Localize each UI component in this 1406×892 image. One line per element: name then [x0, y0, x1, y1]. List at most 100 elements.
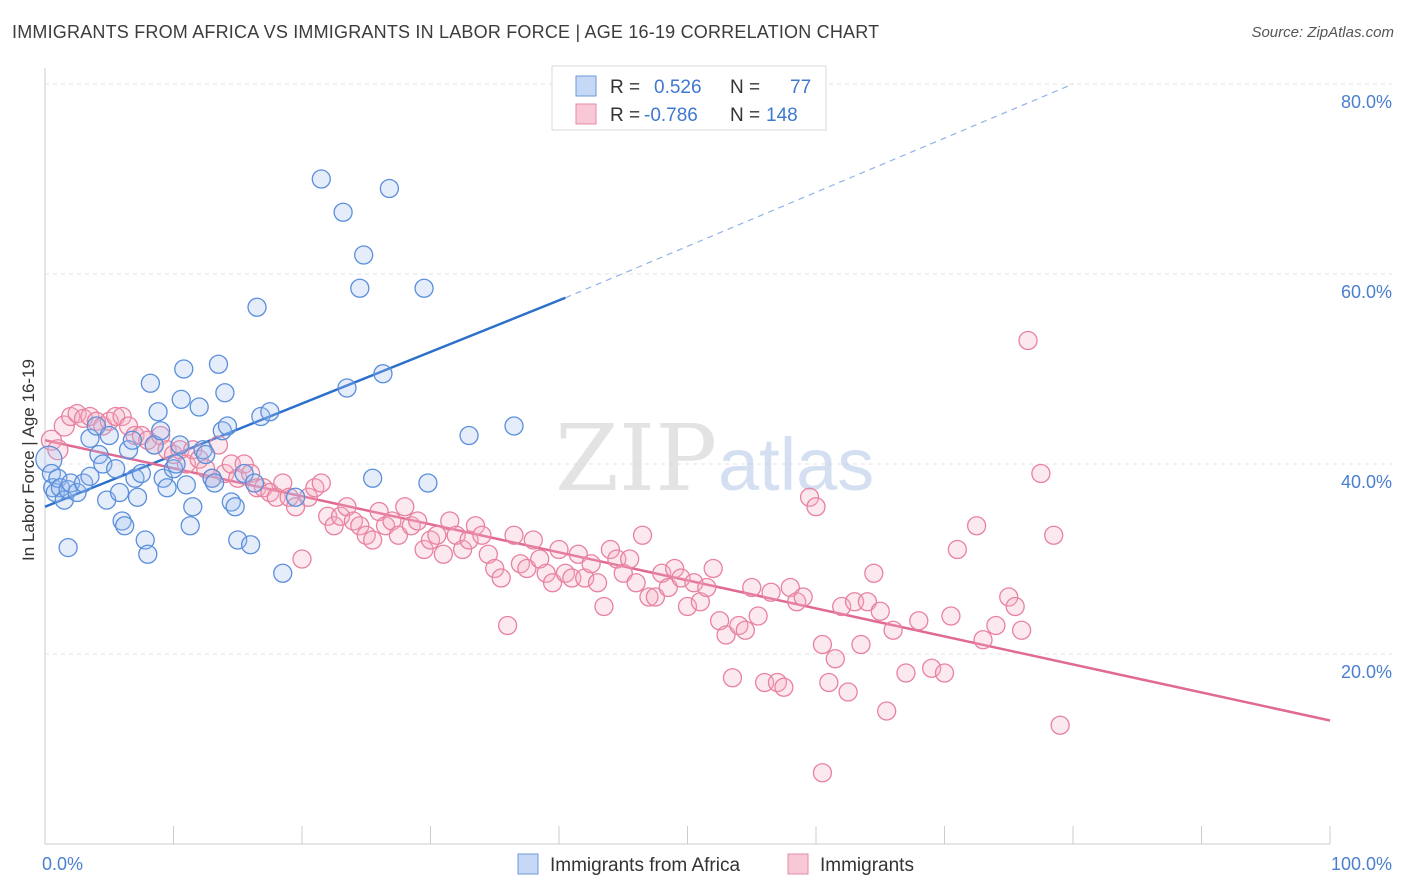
point-immigrants — [793, 587, 813, 607]
axes — [44, 68, 1331, 845]
point-africa — [251, 406, 271, 427]
point-africa — [174, 359, 194, 379]
point-africa — [354, 245, 374, 265]
legend-swatch-pink — [575, 103, 597, 125]
point-immigrants — [324, 516, 344, 536]
point-immigrants — [690, 592, 710, 612]
legend-bottom-swatch-pink — [787, 853, 809, 875]
x-tick-label-100: 100.0% — [1331, 854, 1392, 874]
tick-labels: 0.0% 100.0% 20.0% 40.0% 60.0% 80.0% — [42, 92, 1392, 874]
point-immigrants — [986, 615, 1006, 636]
point-immigrants — [388, 525, 409, 545]
point-africa — [58, 537, 78, 558]
point-immigrants — [106, 406, 126, 427]
point-africa — [170, 435, 190, 455]
point-immigrants — [497, 615, 518, 636]
point-immigrants — [870, 601, 890, 621]
point-immigrants — [780, 577, 800, 598]
point-africa — [414, 278, 434, 298]
y-tick-label-40: 40.0% — [1341, 472, 1392, 492]
point-immigrants — [735, 620, 755, 640]
point-immigrants — [491, 568, 511, 588]
point-immigrants — [883, 620, 903, 640]
point-immigrants — [195, 459, 216, 479]
point-africa — [240, 535, 261, 555]
point-africa — [122, 430, 143, 450]
legend-bottom-swatch-blue — [517, 853, 539, 875]
trend-line-africa — [44, 296, 566, 508]
point-immigrants — [536, 563, 556, 583]
point-africa — [418, 473, 438, 493]
point-immigrants — [118, 416, 139, 436]
point-africa — [363, 468, 383, 488]
point-africa — [148, 402, 168, 422]
point-africa — [379, 178, 400, 199]
point-africa — [215, 383, 235, 403]
point-africa — [80, 466, 100, 487]
point-africa — [180, 516, 200, 536]
point-immigrants — [709, 611, 730, 631]
point-africa — [171, 389, 191, 410]
point-immigrants — [639, 587, 659, 607]
point-africa — [89, 444, 109, 465]
point-immigrants — [1050, 715, 1070, 735]
point-immigrants — [600, 539, 621, 560]
point-immigrants — [665, 558, 685, 579]
legend-bottom-label-immigrants: Immigrants — [820, 855, 914, 876]
point-immigrants — [478, 544, 498, 564]
gridlines — [45, 83, 1392, 655]
point-immigrants — [150, 425, 171, 446]
y-tick-label-20: 20.0% — [1341, 662, 1392, 682]
point-immigrants — [825, 649, 845, 669]
point-immigrants — [292, 549, 312, 569]
point-immigrants — [857, 592, 878, 612]
point-immigrants — [452, 539, 473, 560]
y-axis-title: In Labor Force | Age 16-19 — [19, 359, 38, 561]
legend-n-value-2: 148 — [766, 105, 798, 126]
point-africa — [225, 497, 245, 517]
legend-bottom-label-africa: Immigrants from Africa — [550, 855, 740, 876]
point-immigrants — [530, 549, 550, 569]
point-africa — [189, 397, 209, 417]
point-immigrants — [806, 497, 826, 517]
point-immigrants — [369, 501, 389, 522]
point-immigrants — [273, 473, 293, 493]
watermark: ZIP atlas — [555, 405, 874, 512]
legend-r-label-2: R = — [610, 105, 640, 126]
point-immigrants — [504, 525, 524, 545]
point-immigrants — [427, 525, 447, 545]
point-immigrants — [53, 415, 75, 437]
point-africa — [183, 497, 203, 517]
point-immigrants — [382, 511, 402, 531]
point-immigrants — [337, 497, 357, 517]
point-africa — [311, 169, 331, 189]
point-africa — [144, 435, 164, 455]
point-immigrants — [407, 511, 428, 531]
point-immigrants — [523, 530, 543, 550]
legend-r-value-1: 0.526 — [654, 77, 702, 98]
legend-swatch-blue — [575, 75, 597, 97]
point-immigrants — [934, 663, 955, 683]
legend-n-label-1: N = — [730, 77, 760, 98]
point-africa — [333, 202, 353, 222]
point-africa — [118, 440, 139, 460]
point-immigrants — [485, 558, 505, 579]
point-immigrants — [240, 463, 261, 484]
point-immigrants — [626, 573, 646, 593]
point-immigrants — [851, 634, 871, 655]
point-africa — [135, 530, 155, 550]
point-immigrants — [542, 573, 563, 593]
point-immigrants — [999, 587, 1019, 607]
point-immigrants — [716, 625, 736, 645]
trend-line-africa-extension — [565, 83, 1074, 299]
point-immigrants — [1005, 596, 1025, 617]
point-africa — [459, 425, 479, 446]
point-africa — [140, 373, 161, 393]
point-immigrants — [877, 701, 897, 721]
point-immigrants — [838, 682, 858, 702]
point-africa — [217, 416, 238, 436]
point-africa — [115, 516, 135, 536]
point-africa — [106, 459, 126, 479]
point-immigrants — [742, 577, 762, 598]
point-immigrants — [279, 487, 299, 507]
